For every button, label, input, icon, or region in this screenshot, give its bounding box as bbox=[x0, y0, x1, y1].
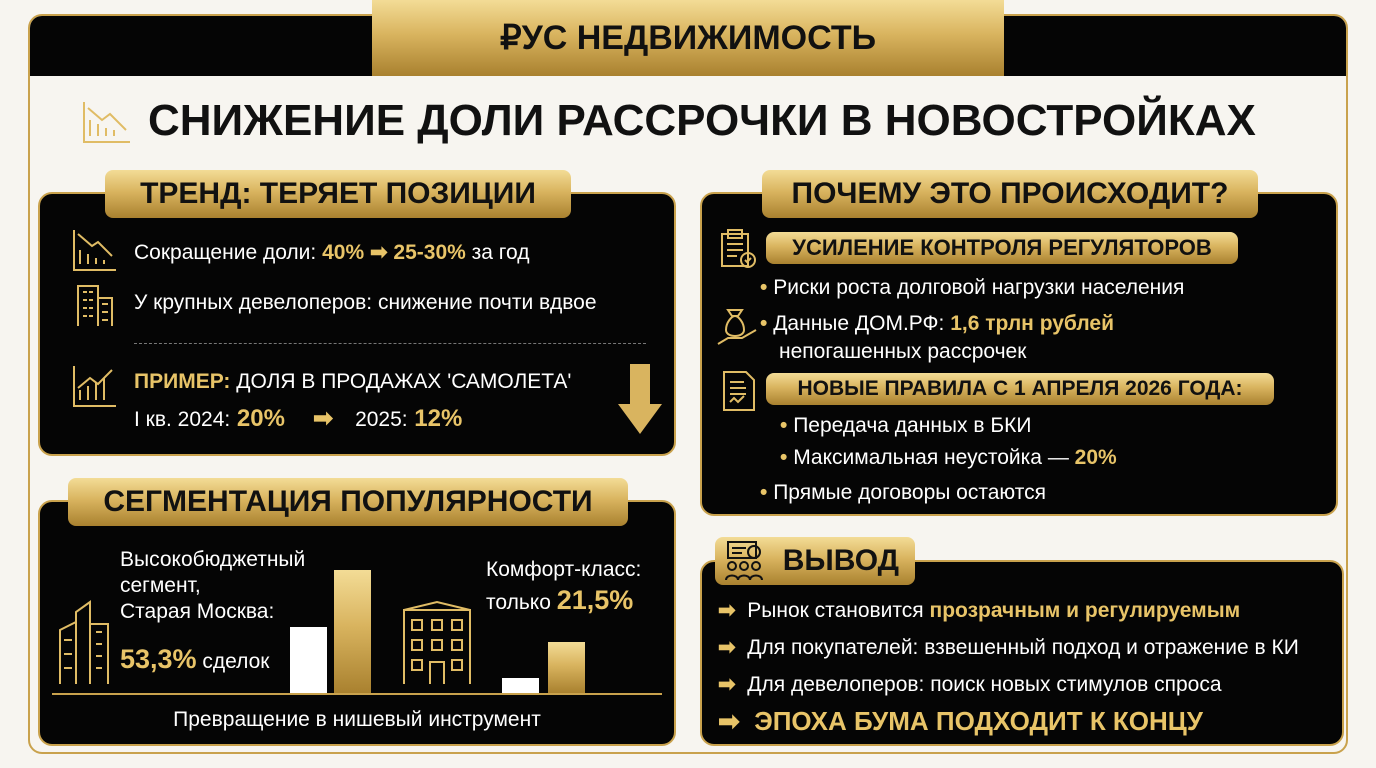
team-icon bbox=[725, 541, 763, 581]
apartment-icon bbox=[403, 600, 471, 684]
text-span: Прямые договоры остаются bbox=[773, 481, 1046, 504]
segment-footer: Превращение в нишевый инструмент bbox=[173, 708, 541, 731]
buyers-line: ➡ Для покупателей: взвешенный подход и о… bbox=[718, 635, 1299, 660]
control-heading: УСИЛЕНИЕ КОНТРОЛЯ РЕГУЛЯТОРОВ bbox=[766, 232, 1238, 264]
growth-icon bbox=[73, 366, 116, 407]
trend-heading: ТРЕНД: ТЕРЯЕТ ПОЗИЦИИ bbox=[105, 170, 571, 218]
text-span: за год bbox=[471, 241, 530, 264]
text-span: Рынок становится bbox=[747, 599, 924, 622]
text-span: 21,5% bbox=[556, 585, 634, 615]
document-icon bbox=[723, 371, 755, 411]
text-line: Высокобюджетный bbox=[120, 548, 306, 571]
skyscraper-icon bbox=[59, 600, 109, 684]
trend-panel bbox=[38, 192, 676, 456]
text-line: Комфорт-класс: bbox=[486, 558, 642, 581]
text-span: 2025: bbox=[355, 408, 408, 431]
text-span: Данные ДОМ.РФ: bbox=[773, 312, 945, 335]
text-span: Сокращение доли: bbox=[134, 241, 317, 264]
text-span: • bbox=[780, 414, 788, 437]
text-span: ДОЛЯ В ПРОДАЖАХ 'САМОЛЕТА' bbox=[236, 370, 572, 393]
reasons-heading: ПОЧЕМУ ЭТО ПРОИСХОДИТ? bbox=[762, 170, 1258, 218]
baseline bbox=[52, 693, 662, 695]
premium-bar-base bbox=[290, 627, 327, 693]
down-arrow bbox=[618, 364, 662, 434]
text-span: 12% bbox=[414, 405, 463, 432]
penalty-line: • Максимальная неустойка — 20% bbox=[780, 446, 1117, 470]
checklist-icon bbox=[721, 229, 756, 268]
dom-suffix: непогашенных рассрочек bbox=[779, 340, 1027, 363]
text-span: I кв. 2024: bbox=[134, 408, 231, 431]
text-span: Максимальная неустойка — bbox=[793, 446, 1069, 469]
text-span: • bbox=[780, 446, 788, 469]
text-span: ЭПОХА БУМА ПОДХОДИТ К КОНЦУ bbox=[754, 706, 1203, 736]
text-span: ➡ bbox=[718, 673, 736, 696]
text-span: Для покупателей: взвешенный подход и отр… bbox=[747, 636, 1299, 659]
text-span: ПРИМЕР: bbox=[134, 370, 231, 393]
trend-icon bbox=[73, 230, 116, 271]
text-span: ➡ bbox=[718, 599, 736, 622]
example-values: I кв. 2024: 20% ➡ 2025: 12% bbox=[134, 404, 462, 433]
text-span: Для девелоперов: поиск новых стимулов сп… bbox=[747, 673, 1222, 696]
text-span: Передача данных в БКИ bbox=[793, 414, 1032, 437]
share-line: Сокращение доли: 40% ➡ 25-30% за год bbox=[134, 240, 529, 265]
building-icon bbox=[77, 285, 113, 326]
title-icon bbox=[83, 102, 130, 143]
dom-line: • Данные ДОМ.РФ: 1,6 трлн рублей bbox=[760, 312, 1114, 336]
text-span: 25-30% bbox=[393, 241, 466, 264]
text-line: Старая Москва: bbox=[120, 600, 275, 623]
text-span: 20% bbox=[1074, 446, 1117, 469]
title: СНИЖЕНИЕ ДОЛИ РАССРОЧКИ В НОВОСТРОЙКАХ bbox=[148, 96, 1256, 145]
rules-heading: НОВЫЕ ПРАВИЛА С 1 АПРЕЛЯ 2026 ГОДА: bbox=[766, 373, 1274, 405]
text-span: • bbox=[760, 481, 768, 504]
devs-line: ➡ Для девелоперов: поиск новых стимулов … bbox=[718, 672, 1222, 697]
divider bbox=[134, 343, 646, 344]
market-line: ➡ Рынок становится прозрачным и регулиру… bbox=[718, 598, 1240, 623]
brand: ₽УС НЕДВИЖИМОСТЬ bbox=[372, 0, 1004, 76]
premium-bar bbox=[334, 570, 371, 693]
text-span: 40% bbox=[322, 241, 365, 264]
bki-line: • Передача данных в БКИ bbox=[780, 414, 1031, 438]
text-span: ➡ bbox=[718, 706, 740, 736]
text-span: прозрачным и регулируемым bbox=[929, 599, 1241, 622]
text-line: сегмент, bbox=[120, 574, 201, 597]
example-line: ПРИМЕР: ДОЛЯ В ПРОДАЖАХ 'САМОЛЕТА' bbox=[134, 370, 571, 394]
money-icon bbox=[717, 309, 757, 345]
premium-label: Высокобюджетный сегмент, Старая Москва: bbox=[120, 547, 305, 625]
risk-line: • Риски роста долговой нагрузки населени… bbox=[760, 276, 1184, 300]
comfort-label: Комфорт-класс: только 21,5% bbox=[486, 555, 641, 618]
text-span: 20% bbox=[236, 405, 285, 432]
text-span: ➡ bbox=[369, 241, 388, 264]
conclusion-heading: ВЫВОД bbox=[715, 537, 915, 585]
text-span: • bbox=[760, 312, 768, 335]
text-span: Риски роста долговой нагрузки населения bbox=[773, 276, 1185, 299]
premium-value: 53,3% сделок bbox=[120, 644, 270, 675]
text-span: 1,6 трлн рублей bbox=[950, 312, 1115, 335]
text-span: ➡ bbox=[312, 405, 334, 432]
direct-line: • Прямые договоры остаются bbox=[760, 481, 1046, 505]
final-line: ➡ ЭПОХА БУМА ПОДХОДИТ К КОНЦУ bbox=[718, 706, 1203, 737]
text-span: только bbox=[486, 591, 551, 614]
text-span: 53,3% bbox=[120, 644, 197, 674]
developers-line: У крупных девелоперов: снижение почти вд… bbox=[134, 291, 597, 314]
segment-heading: СЕГМЕНТАЦИЯ ПОПУЛЯРНОСТИ bbox=[68, 478, 628, 526]
comfort-bar bbox=[548, 642, 585, 693]
text-span: ➡ bbox=[718, 636, 736, 659]
text-span: • bbox=[760, 276, 768, 299]
comfort-bar-base bbox=[502, 678, 539, 693]
conclusion-panel bbox=[700, 560, 1344, 746]
text-span: сделок bbox=[202, 650, 270, 673]
